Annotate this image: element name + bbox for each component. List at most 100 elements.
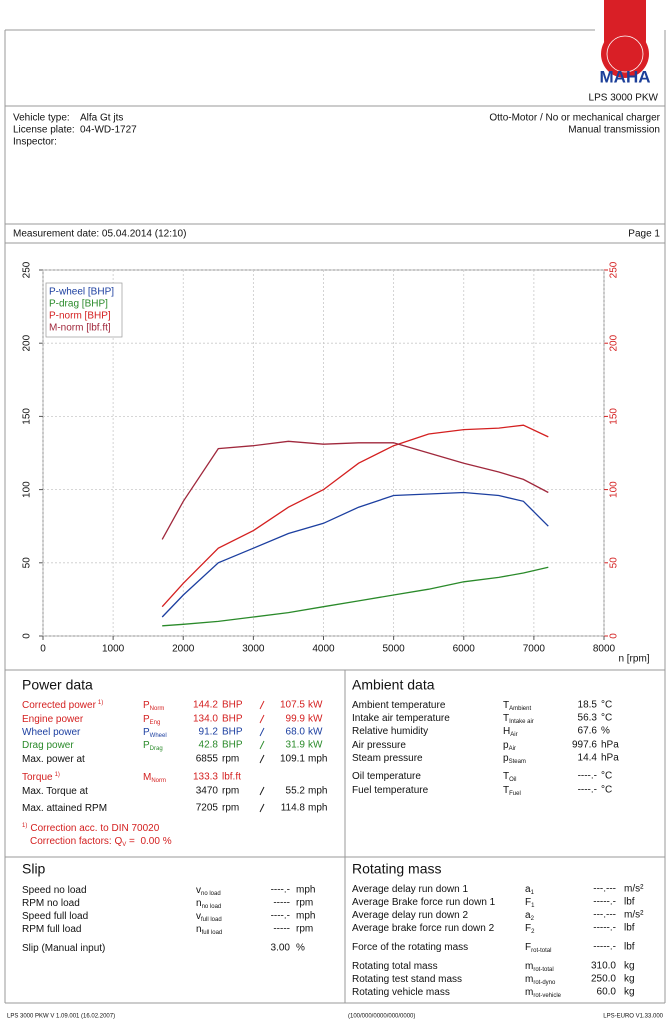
legend-entry: P-wheel [BHP] (49, 287, 114, 298)
symbol: MNorm (143, 772, 166, 784)
row-unit: hPa (601, 753, 619, 764)
label-text: Average Brake force run down 1 (352, 897, 496, 908)
symbol-subscript: 1 (531, 903, 535, 909)
symbol-subscript: Ambient (509, 706, 531, 712)
row-unit: BHP (222, 700, 243, 711)
row-label: Rotating vehicle mass (352, 987, 450, 998)
label-text: Steam pressure (352, 753, 423, 764)
symbol-subscript: Eng (150, 720, 161, 726)
y-tick-label: 0 (22, 633, 33, 639)
row-value: 134.0 (193, 714, 218, 725)
label-text: Drag power (22, 740, 74, 751)
row-unit: rpm (296, 898, 313, 909)
symbol-letter: n (196, 924, 202, 935)
symbol-letter: M (143, 772, 151, 783)
legend-entry: M-norm [lbf.ft] (49, 323, 111, 334)
y-tick-label: 200 (22, 334, 33, 351)
row-unit: lbf (624, 897, 635, 908)
y2-tick-label: 250 (609, 261, 620, 278)
symbol-letter: p (503, 753, 509, 764)
field-label: Vehicle type: (13, 113, 70, 124)
x-tick-label: 1000 (102, 644, 125, 655)
page-number: Page 1 (628, 229, 660, 240)
symbol: mrot-total (525, 961, 554, 973)
engine-type: Otto-Motor / No or mechanical charger (489, 113, 660, 124)
row-label: Max. Torque at (22, 786, 88, 797)
x-tick-label: 2000 (172, 644, 195, 655)
row-value: 997.6 (572, 740, 597, 751)
row-value: 114.8 (281, 803, 306, 814)
legend-entry: P-drag [BHP] (49, 299, 108, 310)
row-label: Speed full load (22, 911, 88, 922)
footer-right: LPS-EURO V1.33.000 (603, 1014, 663, 1020)
section-title: Ambient data (352, 677, 435, 693)
label-text: Average brake force run down 2 (352, 923, 495, 934)
row-value: ---.--- (593, 884, 616, 895)
symbol-subscript: Norm (151, 778, 166, 784)
y-tick-label: 150 (22, 408, 33, 425)
footer-center: (100/000/0000/000/0000) (348, 1014, 415, 1020)
label-text: Max. Torque at (22, 786, 88, 797)
row-unit: kg (624, 974, 635, 985)
symbol: vno load (196, 885, 221, 897)
label-text: Average delay run down 2 (352, 910, 468, 921)
row-value: ----- (273, 898, 290, 909)
row-value: 18.5 (578, 700, 598, 711)
symbol: PNorm (143, 700, 164, 712)
symbol-subscript: Steam (509, 759, 526, 765)
field-value: 04-WD-1727 (80, 125, 137, 136)
row-label: Drag power (22, 740, 74, 751)
label-text: RPM full load (22, 924, 81, 935)
row-label: Relative humidity (352, 726, 428, 737)
label-text: Intake air temperature (352, 713, 450, 724)
row-value: ---.--- (593, 910, 616, 921)
row-value: 250.0 (591, 974, 616, 985)
label-text: Rotating test stand mass (352, 974, 462, 985)
symbol: pAir (503, 740, 516, 752)
x-tick-label: 7000 (523, 644, 546, 655)
row-label: Rotating test stand mass (352, 974, 462, 985)
symbol-letter: F (525, 897, 531, 908)
x-tick-label: 3000 (242, 644, 265, 655)
series-line (161, 491, 549, 618)
row-unit: rpm (222, 803, 239, 814)
symbol: TOil (503, 771, 516, 783)
symbol: HAir (503, 726, 518, 738)
symbol-letter: P (143, 740, 150, 751)
x-tick-label: 6000 (453, 644, 476, 655)
x-tick-label: 4000 (312, 644, 335, 655)
row-unit: m/s² (624, 910, 644, 921)
symbol-subscript: full load (202, 930, 223, 936)
symbol-letter: m (525, 974, 533, 985)
label-text: Wheel power (22, 727, 81, 738)
row-label: RPM full load (22, 924, 81, 935)
symbol-letter: v (196, 911, 201, 922)
label-text: Oil temperature (352, 771, 421, 782)
correction-value: = 0.00 % (126, 836, 171, 847)
legend-box (45, 282, 123, 338)
symbol-subscript: Oil (509, 777, 516, 783)
row-unit: lbf (624, 923, 635, 934)
row-unit: kW (308, 714, 323, 725)
row-unit: rpm (222, 786, 239, 797)
symbol: PDrag (143, 740, 163, 752)
symbol-letter: T (503, 713, 509, 724)
x-tick-label: 8000 (593, 644, 616, 655)
row-label: Corrected power 1) (22, 700, 103, 711)
label-text: Torque (22, 772, 53, 783)
row-label: Rotating total mass (352, 961, 438, 972)
logo-seal (601, 30, 649, 78)
row-label: Air pressure (352, 740, 406, 751)
symbol-letter: F (525, 942, 531, 953)
symbol-subscript: Wheel (150, 733, 167, 739)
row-value: 144.2 (193, 700, 218, 711)
y2-tick-label: 50 (609, 557, 620, 569)
row-value: 310.0 (591, 961, 616, 972)
row-unit: rpm (222, 754, 239, 765)
row-label: Average Brake force run down 1 (352, 897, 496, 908)
separator-slash (259, 727, 265, 737)
symbol: PWheel (143, 727, 167, 739)
row-unit: lbf.ft (222, 772, 241, 783)
row-label: Average delay run down 2 (352, 910, 468, 921)
row-value: ----.- (578, 785, 597, 796)
